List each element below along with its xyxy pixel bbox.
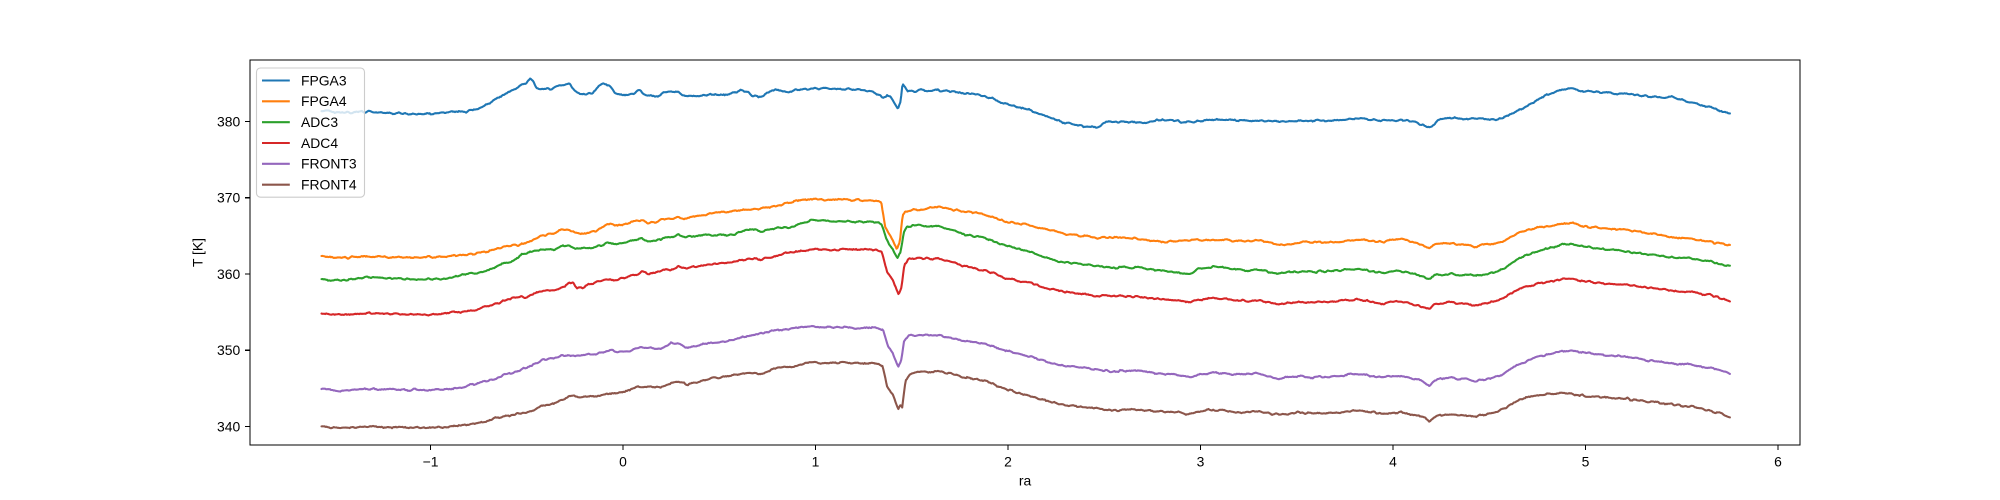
svg-text:1: 1 — [812, 454, 820, 470]
svg-text:ADC4: ADC4 — [301, 135, 338, 151]
svg-text:FPGA4: FPGA4 — [301, 93, 347, 109]
svg-text:5: 5 — [1582, 454, 1590, 470]
svg-text:FRONT4: FRONT4 — [301, 177, 357, 193]
svg-text:380: 380 — [217, 113, 240, 129]
svg-text:340: 340 — [217, 418, 240, 434]
svg-text:0: 0 — [619, 454, 627, 470]
svg-text:ra: ra — [1019, 473, 1032, 489]
svg-text:−1: −1 — [423, 454, 439, 470]
svg-text:350: 350 — [217, 342, 240, 358]
svg-text:3: 3 — [1197, 454, 1205, 470]
svg-text:T [K]: T [K] — [190, 238, 206, 267]
svg-text:ADC3: ADC3 — [301, 114, 338, 130]
svg-text:2: 2 — [1004, 454, 1012, 470]
svg-text:4: 4 — [1389, 454, 1397, 470]
svg-text:FRONT3: FRONT3 — [301, 156, 357, 172]
svg-text:360: 360 — [217, 266, 240, 282]
svg-text:6: 6 — [1774, 454, 1782, 470]
svg-text:FPGA3: FPGA3 — [301, 72, 347, 88]
svg-text:370: 370 — [217, 190, 240, 206]
